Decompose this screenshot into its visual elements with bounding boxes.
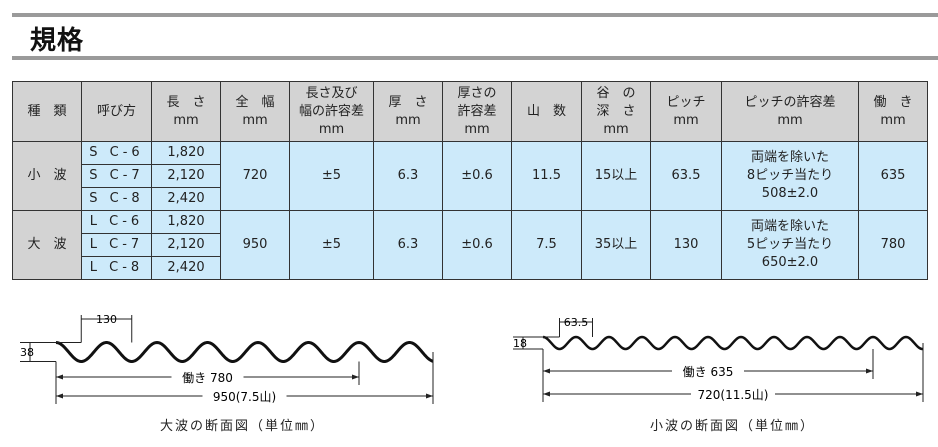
table-cell: 両端を除いた 8ピッチ当たり 508±2.0 — [721, 141, 859, 211]
table-row: L C-8 2,420 — [13, 256, 928, 280]
length-cell: 1,820 — [151, 210, 221, 234]
length-cell: 2,120 — [151, 233, 221, 257]
cell-line: 508±2.0 — [761, 186, 819, 201]
kind-cell: 大 波 — [12, 210, 82, 280]
header-text: 働 き — [873, 94, 913, 110]
page-title: 規格 — [30, 26, 85, 56]
column-header: 呼び方 — [81, 81, 152, 142]
table-cell: 両端を除いた 5ピッチ当たり 650±2.0 — [721, 210, 859, 280]
header-text: 厚さの — [457, 85, 497, 101]
pitch-label: 63.5 — [564, 316, 589, 329]
cell-line: 8ピッチ当たり — [746, 168, 834, 183]
header-row: 種 類 呼び方 長 さ mm 全 幅 mm 長さ及び幅の許容差 mm 厚 さ mm 厚さの許容差 mm… — [12, 81, 928, 142]
header-text: 谷 の — [596, 85, 636, 101]
label-bg — [171, 369, 244, 385]
table-row: S C-8 2,420 — [13, 187, 928, 211]
header-text: ピッチの許容差 — [744, 94, 836, 110]
table-cell: ±5 — [289, 141, 374, 211]
header-text: 許容差 — [457, 103, 497, 119]
cell-line: 650±2.0 — [761, 255, 819, 270]
table-cell: ±5 — [289, 210, 374, 280]
arrow-head — [543, 391, 550, 397]
label-bg — [691, 386, 775, 402]
depth-label: 18 — [513, 337, 527, 350]
column-header: 種 類 — [12, 81, 82, 142]
header-text: 幅の許容差 — [298, 103, 364, 119]
table-cell: 950 — [220, 210, 290, 280]
table-cell: 6.3 — [373, 210, 443, 280]
arrow-head — [866, 368, 873, 374]
small-wave-profile — [542, 335, 923, 351]
working-label: 働き 635 — [683, 365, 734, 379]
column-header: 厚さの許容差 mm — [442, 81, 512, 142]
designation-cell: S C-6 — [81, 141, 152, 165]
header-text: mm — [173, 112, 199, 128]
title-rule-top — [12, 13, 938, 17]
header-text: mm — [777, 112, 803, 128]
working-label: 働き 780 — [182, 371, 233, 385]
length-cell: 2,420 — [151, 256, 221, 280]
table-cell: 780 — [858, 210, 928, 280]
cell-line: 5ピッチ当たり — [746, 237, 834, 252]
total-label: 720(11.5山) — [698, 388, 769, 402]
table-cell: ±0.6 — [442, 141, 512, 211]
header-text: 種 類 — [27, 103, 67, 119]
arrow-head — [916, 391, 923, 397]
column-header: ピッチの許容差 mm — [721, 81, 859, 142]
length-cell: 2,420 — [151, 187, 221, 211]
header-text: mm — [464, 121, 490, 137]
table-row: S C-7 2,120 — [13, 164, 928, 188]
header-text: 呼び方 — [96, 103, 136, 119]
large-wave-profile — [55, 340, 434, 364]
header-text: 長さ及び — [305, 85, 358, 101]
table-cell: 720 — [220, 141, 290, 211]
column-header: 山 数 — [511, 81, 582, 142]
cell-line: 両端を除いた — [750, 219, 829, 234]
header-text: mm — [673, 112, 699, 128]
header-text: mm — [880, 112, 906, 128]
spec-table: 種 類 呼び方 長 さ mm 全 幅 mm 長さ及び幅の許容差 mm 厚 さ mm 厚さの許容差 mm… — [12, 81, 928, 280]
arrow-head — [56, 374, 63, 380]
designation-cell: S C-7 — [81, 164, 152, 188]
pitch-label: 130 — [96, 313, 117, 326]
header-text: 山 数 — [526, 103, 566, 119]
header-text: mm — [395, 112, 421, 128]
header-text: mm — [603, 121, 629, 137]
column-header: 谷 の深 さ mm — [581, 81, 651, 142]
length-cell: 1,820 — [151, 141, 221, 165]
cell-line: 両端を除いた — [750, 150, 829, 165]
table-cell: 35以上 — [581, 210, 651, 280]
arrow-head — [56, 393, 63, 399]
arrow-head — [352, 374, 359, 380]
header-text: 長 さ — [166, 94, 206, 110]
column-header: 全 幅 mm — [220, 81, 290, 142]
table-cell: ±0.6 — [442, 210, 512, 280]
label-bg — [672, 363, 744, 379]
column-header: 長 さ mm — [151, 81, 221, 142]
column-header: 働 き mm — [858, 81, 928, 142]
depth-label: 38 — [20, 346, 34, 359]
header-text: 深 さ — [596, 103, 636, 119]
arrow-head — [543, 368, 550, 374]
kind-cell: 小 波 — [12, 141, 82, 211]
header-text: mm — [318, 121, 345, 137]
table-cell: 635 — [858, 141, 928, 211]
header-text: 厚 さ — [388, 94, 428, 110]
arrow-head — [426, 393, 433, 399]
title-rule-bottom — [12, 56, 938, 60]
header-text: 全 幅 — [235, 94, 275, 110]
designation-cell: L C-8 — [81, 256, 152, 280]
label-bg — [202, 388, 287, 404]
header-text: mm — [242, 112, 268, 128]
total-label: 950(7.5山) — [213, 390, 276, 404]
header-text: ピッチ — [666, 94, 706, 110]
small-wave-caption: 小波の断面図（単位㎜） — [650, 419, 816, 434]
table-cell: 7.5 — [511, 210, 582, 280]
large-wave-caption: 大波の断面図（単位㎜） — [160, 419, 326, 434]
designation-cell: S C-8 — [81, 187, 152, 211]
column-header: 厚 さ mm — [373, 81, 443, 142]
